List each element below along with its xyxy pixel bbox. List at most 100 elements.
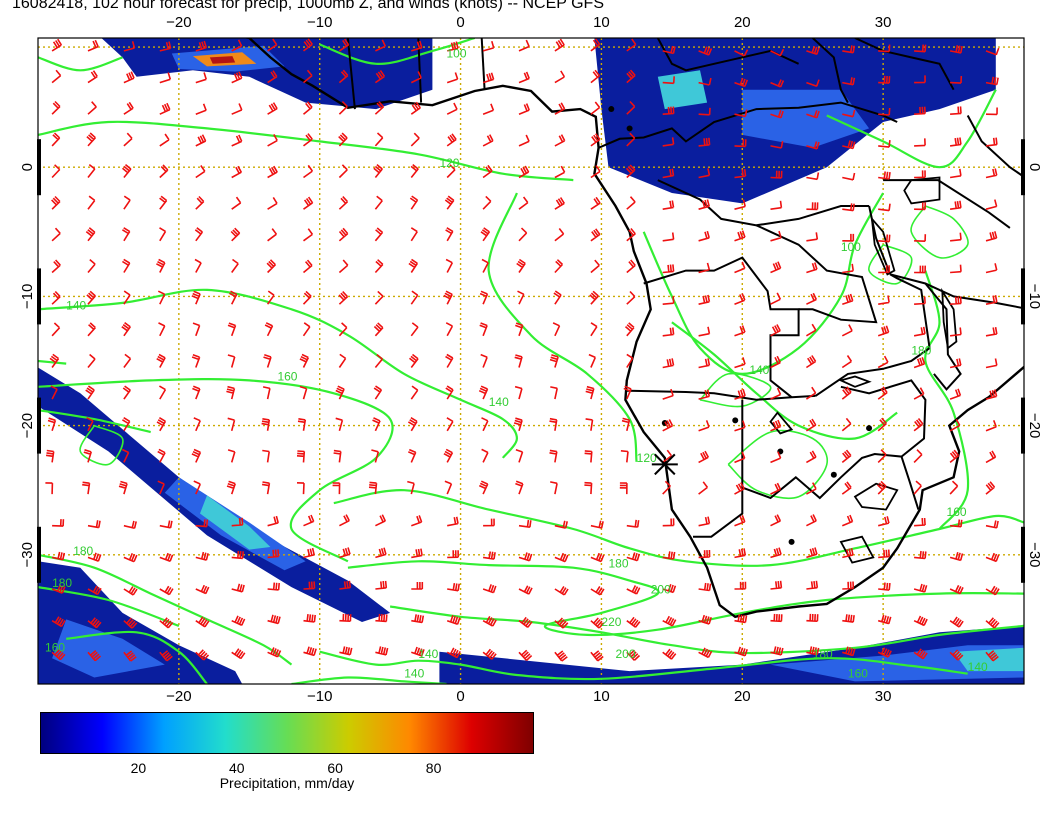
contour-line (826, 89, 997, 169)
contour-label: 140 (418, 647, 438, 661)
lat-tick-left: −10 (19, 284, 36, 309)
contour-label: 120 (439, 156, 459, 170)
marker-cross (651, 453, 678, 476)
contour-label: 180 (608, 557, 628, 571)
lon-tick-top: −20 (166, 14, 191, 31)
contour-line (38, 378, 394, 563)
contour-line (291, 676, 447, 684)
contour-label: 200 (651, 583, 671, 597)
lon-tick-top: −10 (307, 14, 332, 31)
country-border (840, 379, 927, 458)
precipitation-layer (38, 38, 1024, 684)
contour-label: 180 (52, 576, 72, 590)
map-background (38, 38, 1024, 684)
contour-label: 160 (277, 369, 297, 383)
precip-central-core (742, 89, 870, 148)
contour-label: 160 (45, 641, 65, 655)
country-border (693, 399, 744, 538)
country-border (812, 38, 849, 104)
precip-atlantic-peak (200, 495, 271, 550)
lat-tick-right: −20 (1026, 413, 1043, 438)
precip-atlantic-band (38, 367, 391, 622)
lat-tick-left: 0 (19, 163, 36, 171)
precip-southern-east-peak (953, 647, 1024, 672)
precip-southern-west-core (52, 619, 165, 678)
location-marker (651, 453, 678, 476)
lat-lon-grid (38, 38, 1024, 684)
contour-line (389, 605, 1024, 655)
lon-tick-bottom: 0 (456, 688, 464, 705)
contour-line (671, 321, 898, 440)
contour-label: 220 (601, 615, 621, 629)
lon-tick-bottom: 20 (734, 688, 751, 705)
precip-guinea-max (209, 56, 236, 64)
contour-label: 140 (404, 667, 424, 681)
country-border (814, 273, 931, 397)
island-speck (626, 125, 633, 132)
contour-label: 140 (968, 660, 988, 674)
country-border (480, 38, 486, 89)
colorbar-tick-60: 60 (327, 760, 343, 776)
contour-labels: 100 120 140 160 140 120 180 180 160 180 200 220 200 1… (45, 46, 988, 680)
contour-line (868, 243, 913, 285)
contour-label: 180 (911, 344, 931, 358)
contour-line (38, 553, 293, 666)
island-speck (788, 538, 795, 545)
lat-tick-bar (37, 526, 41, 583)
lon-tick-bottom: 10 (593, 688, 610, 705)
contour-line (38, 288, 519, 459)
contour-label: 140 (749, 363, 769, 377)
contour-label: 180 (813, 647, 833, 661)
lat-tick-right: 0 (1026, 163, 1043, 171)
contour-label: 140 (66, 298, 86, 312)
contour-line (699, 372, 772, 408)
inland-boundary (769, 411, 794, 435)
lon-tick-top: 10 (593, 14, 610, 31)
contour-label: 180 (73, 544, 93, 558)
precipitation-colorbar (40, 712, 534, 754)
contour-label: 120 (637, 451, 657, 465)
lon-tick-top: 30 (875, 14, 892, 31)
lon-tick-top: 0 (456, 14, 464, 31)
precip-central-dots (657, 70, 708, 110)
island-speck (608, 106, 615, 113)
country-border (625, 389, 816, 401)
island-speck (830, 471, 837, 478)
inland-boundary (903, 176, 941, 205)
country-border (966, 115, 1024, 179)
country-border (889, 273, 1024, 310)
lat-tick-right: −30 (1026, 542, 1043, 567)
contour-line (727, 429, 829, 500)
contour-label: 100 (446, 46, 466, 60)
inland-boundary (870, 216, 896, 276)
contour-line (319, 650, 968, 681)
contour-line (487, 192, 638, 462)
contour-label: 140 (489, 395, 509, 409)
lon-tick-bottom: −10 (307, 688, 332, 705)
country-border (854, 38, 955, 91)
contour-line (79, 424, 124, 466)
inland-boundary (838, 375, 872, 388)
contour-line (924, 270, 970, 530)
contour-line (333, 489, 1024, 567)
lon-tick-bottom: −20 (166, 688, 191, 705)
lon-tick-bottom: 30 (875, 688, 892, 705)
lat-tick-left: −30 (19, 542, 36, 567)
contour-line (910, 205, 969, 259)
contour-label: 160 (947, 505, 967, 519)
colorbar-title: Precipitation, mm/day (219, 775, 355, 791)
colorbar-tick-40: 40 (229, 760, 245, 776)
contour-line (38, 409, 151, 434)
contour-line (38, 56, 123, 72)
country-border (346, 38, 356, 110)
contour-label: 200 (616, 647, 636, 661)
lat-tick-right: −10 (1026, 284, 1043, 309)
wind-barbs (45, 38, 1000, 662)
country-border (598, 101, 898, 149)
contour-line (38, 120, 574, 182)
lat-tick-bar (1021, 268, 1025, 325)
contour-line (38, 359, 67, 365)
lat-tick-bar (1021, 139, 1025, 196)
country-border (868, 205, 892, 275)
